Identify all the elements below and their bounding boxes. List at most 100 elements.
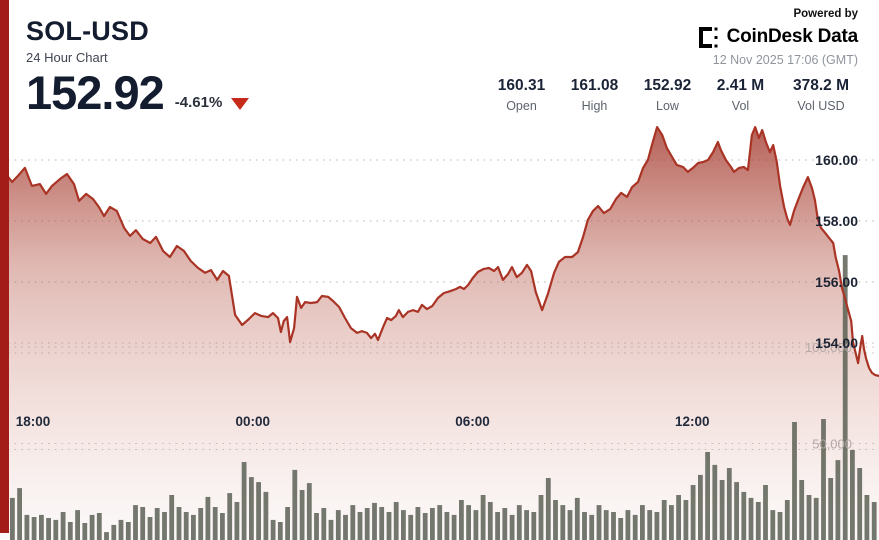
volume-bar <box>567 510 573 540</box>
volume-bar <box>183 512 189 540</box>
volume-bar <box>842 255 848 540</box>
volume-bar <box>393 502 399 540</box>
logo-text-coindesk: CoinDesk <box>726 26 813 47</box>
volume-bar <box>10 497 15 540</box>
time-axis-label: 18:00 <box>16 414 51 429</box>
volume-bar <box>198 508 204 540</box>
volume-bar <box>292 469 298 540</box>
volume-bar <box>357 512 363 540</box>
powered-by-label: Powered by <box>793 8 858 20</box>
price-axis-label: 156.00 <box>815 274 858 290</box>
stat-low: 152.92 Low <box>631 77 704 113</box>
branding-block: Powered by CoinDesk Data 12 Nov 2025 17:… <box>698 8 859 67</box>
volume-bar <box>176 507 182 540</box>
volume-bar <box>234 502 240 540</box>
chart-timestamp: 12 Nov 2025 17:06 (GMT) <box>712 53 858 67</box>
price-axis-label: 158.00 <box>815 213 858 229</box>
volume-bar <box>871 502 877 540</box>
volume-bar <box>850 450 855 540</box>
volume-bar <box>640 505 645 540</box>
volume-bar <box>17 488 22 540</box>
stat-open: 160.31 Open <box>485 77 558 113</box>
volume-bar <box>335 510 341 540</box>
volume-bar <box>386 512 392 540</box>
volume-bar <box>227 493 233 540</box>
volume-bar <box>821 419 826 540</box>
volume-bar <box>625 510 631 540</box>
volume-bar <box>249 477 254 540</box>
volume-bar <box>712 464 718 540</box>
volume-bar <box>96 513 102 540</box>
volume-bar <box>589 514 595 540</box>
volume-bar <box>582 512 587 540</box>
down-arrow-icon <box>231 97 250 110</box>
volume-bar <box>205 496 211 540</box>
volume-bar <box>690 485 696 540</box>
volume-bar <box>734 482 739 540</box>
current-price-row: 152.92 -4.61% <box>26 66 250 119</box>
volume-bar <box>806 495 812 540</box>
chart-subtitle: 24 Hour Chart <box>26 50 108 65</box>
volume-bar <box>669 505 674 540</box>
volume-bar <box>545 478 551 540</box>
volume-bar <box>603 510 609 540</box>
price-axis-label: 160.00 <box>815 152 858 168</box>
price-line <box>0 126 879 377</box>
volume-bar <box>31 517 37 540</box>
volume-bar <box>444 512 450 540</box>
volume-bar <box>75 510 80 540</box>
volume-bar <box>473 510 479 540</box>
volume-bar <box>632 514 638 540</box>
volume-bar <box>516 505 522 540</box>
volume-bar <box>531 512 537 540</box>
volume-bar <box>502 508 508 540</box>
volume-bar <box>755 502 761 540</box>
time-axis-label: 06:00 <box>455 414 490 429</box>
stat-low-value: 152.92 <box>643 77 692 94</box>
stat-volume: 2.41 M Vol <box>704 77 777 113</box>
volume-bar <box>574 497 580 540</box>
volume-bar <box>415 507 421 540</box>
volume-bar <box>133 505 138 540</box>
volume-bar <box>792 422 797 540</box>
volume-bar <box>277 522 283 540</box>
volume-bar <box>169 495 175 540</box>
price-area-fill <box>0 127 879 540</box>
volume-bar <box>364 508 370 540</box>
volume-bar <box>596 505 602 540</box>
volume-bar <box>835 460 841 540</box>
volume-bar <box>408 514 414 540</box>
volume-bar <box>451 514 457 540</box>
volume-bar <box>784 500 790 540</box>
volume-bar <box>314 513 319 540</box>
volume-bar <box>437 505 443 540</box>
current-price: 152.92 <box>26 66 165 119</box>
logo-text-data: Data <box>817 26 859 47</box>
volume-bar <box>763 485 768 540</box>
volume-bar <box>560 505 566 540</box>
time-axis-label: 00:00 <box>235 414 270 429</box>
volume-bar <box>741 491 747 540</box>
stat-high-label: High <box>581 99 608 113</box>
volume-bar <box>379 507 385 540</box>
volume-bar <box>372 502 377 540</box>
volume-bar <box>343 514 348 540</box>
price-axis-label: 154.00 <box>815 335 858 351</box>
volume-bar <box>46 518 51 540</box>
volume-bar <box>538 495 544 540</box>
volume-bar <box>509 514 515 540</box>
stat-high-value: 161.08 <box>570 77 619 94</box>
volume-bar <box>53 519 59 540</box>
price-change-percent: -4.61% <box>174 93 223 111</box>
volume-bar <box>328 519 334 540</box>
volume-bar <box>220 513 225 540</box>
volume-bar <box>67 522 73 540</box>
volume-bar <box>487 502 493 540</box>
volume-bar <box>698 474 703 540</box>
volume-bar <box>777 512 783 540</box>
volume-bar <box>60 512 66 540</box>
volume-bar <box>285 507 290 540</box>
volume-bar <box>350 505 356 540</box>
volume-bar <box>321 508 327 540</box>
